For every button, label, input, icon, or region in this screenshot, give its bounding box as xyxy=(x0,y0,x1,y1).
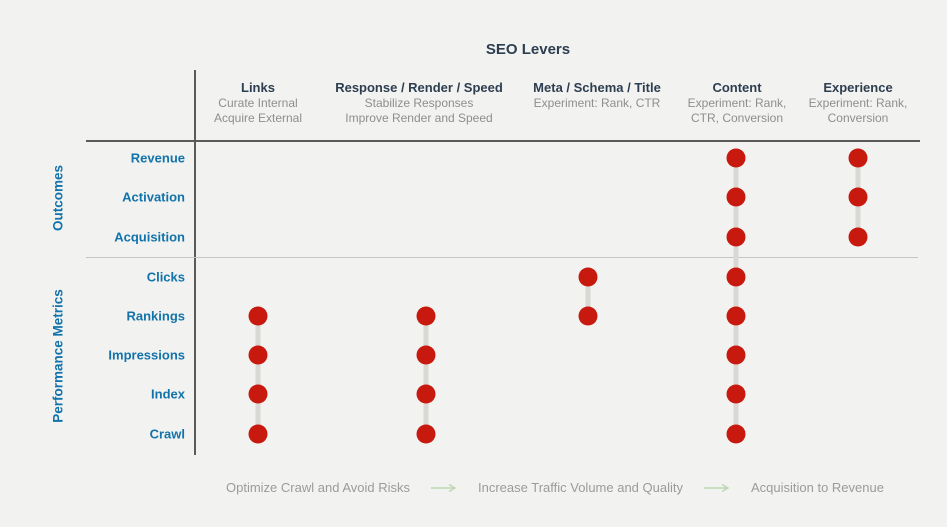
dot-content-crawl xyxy=(726,424,746,444)
connector-content xyxy=(733,158,739,434)
row-label-clicks: Clicks xyxy=(146,269,185,285)
connector-meta-schema-title xyxy=(585,277,591,316)
dot-links-impressions xyxy=(248,345,268,365)
dot-content-clicks xyxy=(726,267,746,287)
axis-horizontal-line xyxy=(86,140,920,142)
dot-content-rankings xyxy=(726,306,746,326)
dot-links-index xyxy=(248,384,268,404)
lever-subtitle: Improve Render and Speed xyxy=(345,110,493,125)
lever-title: Links xyxy=(241,80,275,95)
group-label-performance-metrics: Performance Metrics xyxy=(50,288,66,423)
flow-arrow-icon xyxy=(431,483,457,492)
lever-title: Content xyxy=(712,80,762,95)
row-label-activation: Activation xyxy=(122,189,185,205)
footer-flow: Optimize Crawl and Avoid Risks Increase T… xyxy=(226,480,884,495)
footer-step-3: Acquisition to Revenue xyxy=(750,480,884,495)
lever-subtitle: Stabilize Responses xyxy=(364,96,474,110)
dot-meta-schema-title-rankings xyxy=(578,306,598,326)
dot-links-rankings xyxy=(248,306,268,326)
dot-experience-acquisition xyxy=(848,227,868,247)
dot-experience-revenue xyxy=(848,148,868,168)
lever-header-meta-schema-title: Meta / Schema / Title Experiment: Rank, C… xyxy=(533,80,661,111)
dot-meta-schema-title-clicks xyxy=(578,267,598,287)
lever-subtitle: Experiment: Rank, xyxy=(808,96,908,110)
outcomes-metrics-divider-line xyxy=(86,257,918,258)
connector-response-render-speed xyxy=(423,316,429,434)
row-label-rankings: Rankings xyxy=(126,308,185,324)
row-label-acquisition: Acquisition xyxy=(114,229,185,245)
axis-vertical-line xyxy=(194,70,196,455)
flow-arrow-icon xyxy=(703,483,730,492)
lever-header-links: Links Curate Internal Acquire External xyxy=(214,80,302,125)
dot-response-render-speed-rankings xyxy=(416,306,436,326)
connector-links xyxy=(255,316,261,434)
chart-title: SEO Levers xyxy=(485,41,571,58)
lever-subtitle: CTR, Conversion xyxy=(690,110,784,125)
lever-subtitle: Acquire External xyxy=(213,110,303,125)
row-label-crawl: Crawl xyxy=(149,426,185,442)
dot-response-render-speed-index xyxy=(416,384,436,404)
row-label-index: Index xyxy=(151,386,185,402)
dot-links-crawl xyxy=(248,424,268,444)
dot-content-revenue xyxy=(726,148,746,168)
lever-subtitle: Conversion xyxy=(827,110,889,125)
dot-content-activation xyxy=(726,187,746,207)
footer-step-2: Increase Traffic Volume and Quality xyxy=(478,480,683,495)
lever-subtitle: Experiment: Rank, xyxy=(687,96,787,110)
lever-header-response-render-speed: Response / Render / Speed Stabilize Respo… xyxy=(335,80,503,125)
lever-subtitle: Curate Internal xyxy=(218,96,298,110)
lever-title: Response / Render / Speed xyxy=(335,80,503,95)
dot-response-render-speed-impressions xyxy=(416,345,436,365)
dot-content-acquisition xyxy=(726,227,746,247)
lever-subtitle: Experiment: Rank, CTR xyxy=(533,96,661,110)
lever-title: Meta / Schema / Title xyxy=(533,80,661,95)
dot-content-impressions xyxy=(726,345,746,365)
row-label-impressions: Impressions xyxy=(108,347,185,363)
dot-response-render-speed-crawl xyxy=(416,424,436,444)
lever-header-content: Content Experiment: Rank, CTR, Conversion xyxy=(688,80,787,125)
row-label-revenue: Revenue xyxy=(130,150,185,166)
group-label-outcomes: Outcomes xyxy=(50,164,66,231)
dot-content-index xyxy=(726,384,746,404)
lever-header-experience: Experience Experiment: Rank, Conversion xyxy=(809,80,908,125)
footer-step-1: Optimize Crawl and Avoid Risks xyxy=(226,480,410,495)
dot-experience-activation xyxy=(848,187,868,207)
lever-title: Experience xyxy=(823,80,893,95)
